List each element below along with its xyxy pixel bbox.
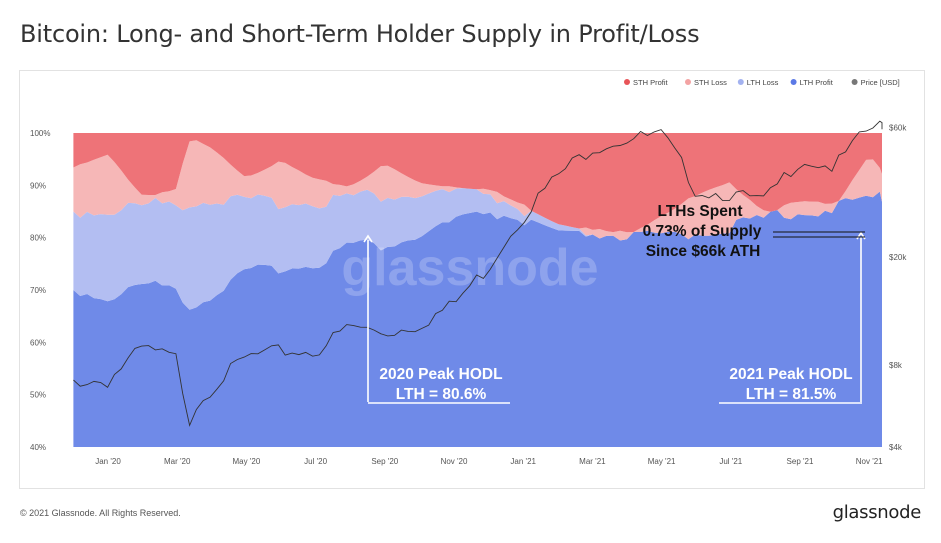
page-title: Bitcoin: Long- and Short-Term Holder Sup… <box>20 20 700 48</box>
lths-spent-line3: Since $66k ATH <box>646 243 761 260</box>
legend-swatch <box>685 79 691 85</box>
legend-label[interactable]: LTH Profit <box>800 78 834 87</box>
y2-tick-label: $4k <box>889 443 903 452</box>
legend: STH Profit STH Loss LTH Loss LTH Profit Pric… <box>624 78 900 87</box>
area-layer <box>73 133 882 447</box>
legend-swatch <box>624 79 630 85</box>
legend-label[interactable]: LTH Loss <box>747 78 779 87</box>
y-tick-label: 90% <box>30 181 46 190</box>
x-tick-label: Sep '21 <box>787 457 814 466</box>
y-tick-label: 80% <box>30 234 46 243</box>
y-tick-label: 50% <box>30 391 46 400</box>
lths-spent-line1: LTHs Spent <box>658 203 743 220</box>
y-tick-label: 40% <box>30 443 46 452</box>
peak-2020-arrow-head <box>363 234 373 243</box>
brand-logo: glassnode <box>832 502 922 523</box>
annotation-layer: 2020 Peak HODL LTH = 80.6% 2021 Peak HODL L… <box>363 203 866 404</box>
lths-spent-line2: 0.73% of Supply <box>643 223 762 240</box>
x-tick-label: Mar '20 <box>164 457 191 466</box>
y2-tick-label: $8k <box>889 361 903 370</box>
peak-2021-value: LTH = 81.5% <box>746 386 837 403</box>
watermark: glassnode <box>341 239 598 297</box>
peak-2021-label: 2021 Peak HODL <box>729 366 852 383</box>
x-tick-label: May '20 <box>233 457 261 466</box>
y-tick-label: 60% <box>30 338 46 347</box>
area-sth-loss <box>73 140 882 241</box>
legend-swatch <box>737 79 744 85</box>
area-lth-loss <box>73 188 882 310</box>
price-layer <box>73 120 883 427</box>
x-tick-label: Sep '20 <box>371 457 398 466</box>
x-tick-label: Jul '20 <box>304 457 327 466</box>
axes-layer: 100% 90% 80% 70% 60% 50% 40% Jan '20 Mar '20 May … <box>30 123 907 466</box>
x-tick-label: May '21 <box>648 457 676 466</box>
legend-label[interactable]: STH Loss <box>694 78 727 87</box>
legend-swatch <box>790 79 797 85</box>
x-tick-label: Jan '21 <box>510 457 536 466</box>
peak-2020-value: LTH = 80.6% <box>396 386 487 403</box>
y-tick-label: 70% <box>30 286 46 295</box>
copyright-footer: © 2021 Glassnode. All Rights Reserved. <box>20 508 181 518</box>
price-line <box>73 120 883 427</box>
area-lth-profit <box>73 191 882 447</box>
y2-tick-label: $20k <box>889 253 907 262</box>
x-tick-label: Mar '21 <box>579 457 606 466</box>
area-sth-profit <box>73 133 882 233</box>
x-tick-label: Jul '21 <box>719 457 742 466</box>
legend-label[interactable]: Price [USD] <box>861 78 900 87</box>
x-tick-label: Nov '21 <box>856 457 883 466</box>
legend-swatch <box>851 79 858 85</box>
y-tick-label: 100% <box>30 129 50 138</box>
x-tick-label: Nov '20 <box>441 457 468 466</box>
legend-label[interactable]: STH Profit <box>633 78 669 87</box>
peak-2020-label: 2020 Peak HODL <box>379 366 502 383</box>
chart-frame <box>19 70 925 489</box>
x-tick-label: Jan '20 <box>95 457 121 466</box>
y2-tick-label: $60k <box>889 123 907 132</box>
